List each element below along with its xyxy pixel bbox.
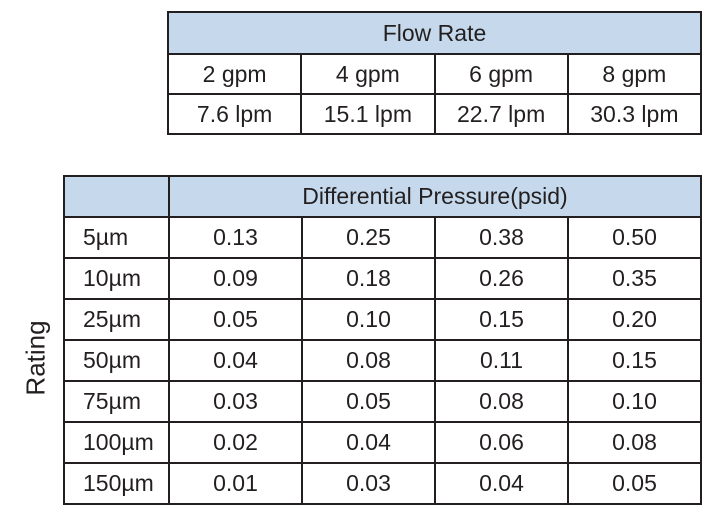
pressure-value-cell: 0.08 — [567, 421, 702, 464]
pressure-value-cell: 0.26 — [434, 257, 569, 300]
table-row: 10µm 0.09 0.18 0.26 0.35 — [63, 257, 702, 300]
flow-rate-title: Flow Rate — [167, 11, 702, 55]
gpm-cell: 6 gpm — [433, 53, 569, 95]
pressure-value-cell: 0.08 — [434, 380, 569, 423]
pressure-value-cell: 0.04 — [301, 421, 436, 464]
pressure-value-cell: 0.04 — [168, 339, 303, 382]
rating-cell: 75µm — [63, 380, 170, 423]
gpm-cell: 4 gpm — [300, 53, 436, 95]
pressure-value-cell: 0.38 — [434, 216, 569, 259]
rating-cell: 5µm — [63, 216, 170, 259]
rating-cell: 10µm — [63, 257, 170, 300]
lpm-cell: 7.6 lpm — [166, 93, 303, 135]
pressure-value-cell: 0.08 — [301, 339, 436, 382]
pressure-value-cell: 0.25 — [301, 216, 436, 259]
gpm-cell: 2 gpm — [166, 53, 303, 95]
pressure-value-cell: 0.01 — [168, 462, 303, 505]
lpm-cell: 22.7 lpm — [433, 93, 569, 135]
differential-pressure-table: Differential Pressure(psid) 5µm 0.13 0.25 0… — [63, 175, 702, 505]
pressure-value-cell: 0.02 — [168, 421, 303, 464]
corner-cell — [63, 175, 170, 218]
rating-cell: 100µm — [63, 421, 170, 464]
pressure-value-cell: 0.35 — [567, 257, 702, 300]
table-row: 75µm 0.03 0.05 0.08 0.10 — [63, 380, 702, 423]
table-row: 150µm 0.01 0.03 0.04 0.05 — [63, 462, 702, 505]
lpm-cell: 15.1 lpm — [300, 93, 436, 135]
pressure-value-cell: 0.11 — [434, 339, 569, 382]
pressure-value-cell: 0.10 — [301, 298, 436, 341]
pressure-value-cell: 0.18 — [301, 257, 436, 300]
pressure-value-cell: 0.10 — [567, 380, 702, 423]
gpm-cell: 8 gpm — [566, 53, 703, 95]
pressure-rows: 5µm 0.13 0.25 0.38 0.50 10µm 0.09 0.18 0.26 0.35 2… — [63, 216, 702, 505]
lpm-cell: 30.3 lpm — [566, 93, 703, 135]
table-row: 5µm 0.13 0.25 0.38 0.50 — [63, 216, 702, 259]
pressure-value-cell: 0.06 — [434, 421, 569, 464]
pressure-value-cell: 0.13 — [168, 216, 303, 259]
pressure-value-cell: 0.15 — [434, 298, 569, 341]
table-row: 25µm 0.05 0.10 0.15 0.20 — [63, 298, 702, 341]
rating-axis-label: Rating — [20, 320, 51, 396]
pressure-value-cell: 0.03 — [168, 380, 303, 423]
table-row: 100µm 0.02 0.04 0.06 0.08 — [63, 421, 702, 464]
differential-pressure-title: Differential Pressure(psid) — [168, 175, 702, 218]
pressure-value-cell: 0.20 — [567, 298, 702, 341]
pressure-value-cell: 0.05 — [301, 380, 436, 423]
pressure-value-cell: 0.09 — [168, 257, 303, 300]
pressure-value-cell: 0.05 — [168, 298, 303, 341]
pressure-value-cell: 0.50 — [567, 216, 702, 259]
flow-rate-table: Flow Rate 2 gpm 4 gpm 6 gpm 8 gpm 7.6 lp… — [166, 11, 703, 135]
table-row: 50µm 0.04 0.08 0.11 0.15 — [63, 339, 702, 382]
rating-cell: 25µm — [63, 298, 170, 341]
pressure-value-cell: 0.15 — [567, 339, 702, 382]
rating-cell: 50µm — [63, 339, 170, 382]
rating-cell: 150µm — [63, 462, 170, 505]
pressure-value-cell: 0.05 — [567, 462, 702, 505]
pressure-value-cell: 0.04 — [434, 462, 569, 505]
pressure-value-cell: 0.03 — [301, 462, 436, 505]
